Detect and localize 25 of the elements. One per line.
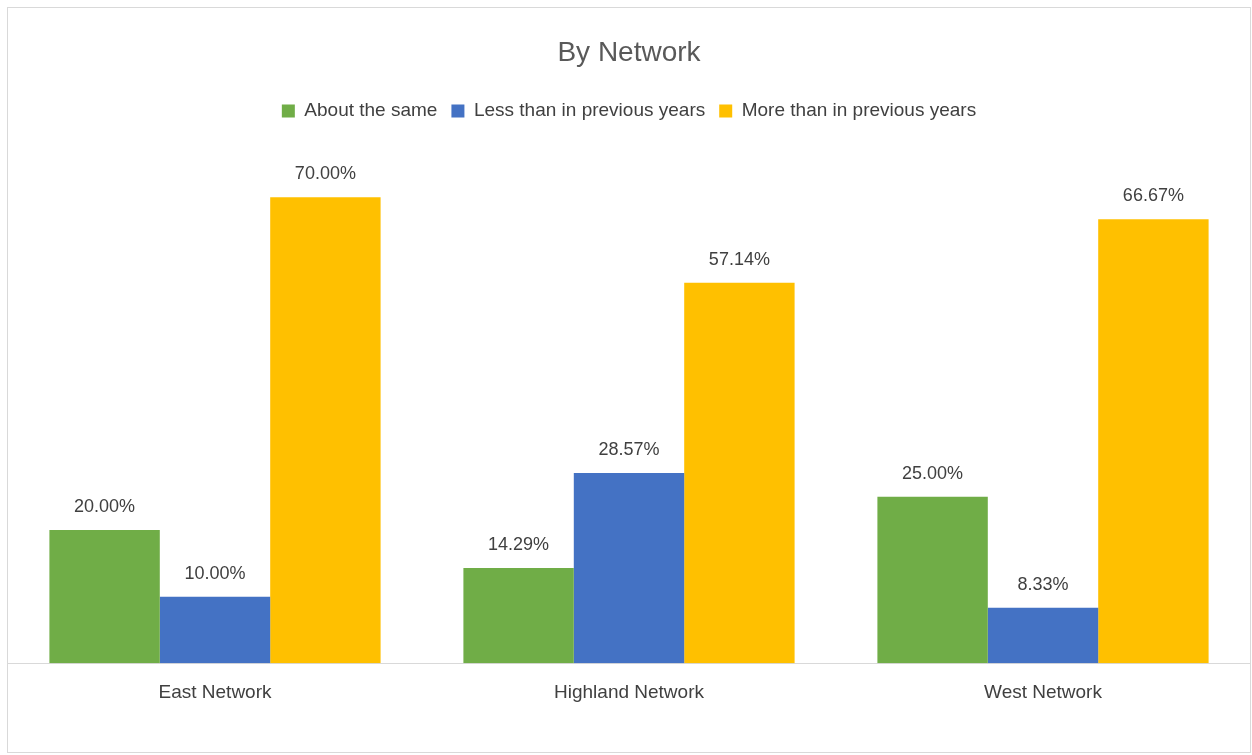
x-tick-label: West Network (984, 680, 1103, 702)
legend-label: Less than in previous years (473, 99, 706, 121)
bar (49, 530, 160, 664)
chart-title: By Network (557, 35, 702, 67)
x-tick-label: Highland Network (554, 680, 705, 702)
bar (463, 568, 574, 664)
data-label: 14.29% (488, 534, 550, 555)
data-label: 57.14% (708, 248, 770, 269)
data-label: 28.57% (598, 438, 660, 459)
legend-label: About the same (304, 99, 438, 121)
bar (877, 496, 988, 664)
data-label: 25.00% (902, 462, 964, 483)
legend-label: More than in previous years (741, 99, 977, 121)
bar (573, 473, 685, 664)
data-label: 8.33% (1017, 573, 1069, 594)
bar (1098, 219, 1209, 664)
x-tick-label: East Network (158, 680, 272, 702)
bar (684, 282, 795, 664)
data-label: 66.67% (1122, 185, 1184, 206)
data-label: 70.00% (294, 163, 356, 184)
bar (270, 197, 381, 664)
bar (159, 596, 271, 664)
bar (987, 607, 1099, 664)
data-label: 20.00% (74, 496, 136, 517)
data-label: 10.00% (184, 562, 246, 583)
